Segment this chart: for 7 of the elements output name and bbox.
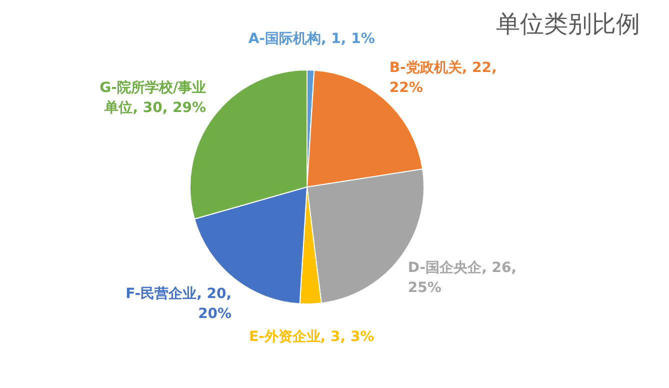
text: 单位类别比例 — [496, 10, 640, 38]
slice-label: D-国企央企, 26, 25% — [408, 260, 517, 296]
slice-label: E-外资企业, 3, 3% — [248, 328, 374, 345]
slice-label: G-院所学校/事业单位, 30, 29% — [100, 79, 206, 116]
slice-label: A-国际机构, 1, 1% — [248, 31, 375, 48]
slice-label: F-民营企业, 20, 20% — [126, 286, 232, 322]
slice-label: B-党政机关, 22, 22% — [389, 58, 497, 96]
